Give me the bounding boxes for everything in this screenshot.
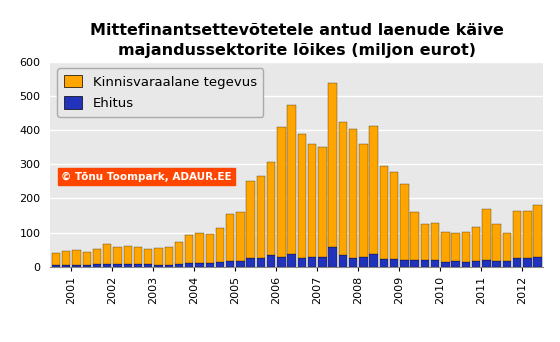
Bar [441, 232, 450, 262]
Bar [523, 211, 531, 258]
Bar [195, 233, 204, 263]
Bar [175, 264, 183, 267]
Bar [390, 172, 398, 259]
Bar [410, 212, 419, 260]
Bar [492, 261, 501, 267]
Bar [216, 262, 224, 267]
Legend: Kinnisvaraalane tegevus, Ehitus: Kinnisvaraalane tegevus, Ehitus [57, 68, 263, 117]
Bar [134, 247, 142, 264]
Bar [165, 247, 173, 265]
Bar [308, 144, 316, 257]
Bar [52, 265, 60, 267]
Bar [287, 105, 296, 254]
Bar [206, 234, 214, 263]
Bar [503, 261, 511, 267]
Bar [103, 264, 111, 267]
Bar [400, 260, 409, 267]
Bar [175, 242, 183, 264]
Bar [236, 261, 245, 267]
Bar [277, 256, 286, 267]
Bar [298, 258, 306, 267]
Bar [329, 83, 337, 247]
Bar [533, 205, 542, 256]
Bar [380, 166, 388, 259]
Bar [216, 228, 224, 262]
Bar [461, 232, 470, 262]
Bar [256, 176, 265, 258]
Bar [144, 249, 152, 264]
Bar [267, 255, 276, 267]
Bar [339, 122, 347, 255]
Bar [461, 262, 470, 267]
Bar [359, 257, 367, 267]
Bar [226, 261, 235, 267]
Bar [513, 211, 521, 258]
Bar [155, 265, 163, 267]
Bar [349, 258, 357, 267]
Bar [298, 134, 306, 258]
Bar [472, 227, 480, 261]
Bar [533, 256, 542, 267]
Bar [103, 244, 111, 264]
Bar [318, 147, 326, 256]
Bar [503, 233, 511, 261]
Bar [349, 129, 357, 258]
Bar [144, 264, 152, 267]
Bar [287, 254, 296, 267]
Bar [246, 181, 255, 258]
Bar [124, 246, 132, 264]
Bar [318, 256, 326, 267]
Bar [421, 224, 429, 260]
Bar [380, 259, 388, 267]
Bar [390, 259, 398, 267]
Bar [400, 184, 409, 260]
Bar [246, 258, 255, 267]
Bar [451, 261, 460, 267]
Bar [339, 255, 347, 267]
Bar [431, 223, 439, 260]
Bar [421, 260, 429, 267]
Bar [206, 263, 214, 267]
Bar [370, 126, 378, 254]
Bar [513, 258, 521, 267]
Bar [451, 233, 460, 261]
Bar [93, 249, 101, 264]
Bar [165, 265, 173, 267]
Bar [82, 265, 91, 267]
Bar [523, 258, 531, 267]
Bar [277, 127, 286, 256]
Bar [431, 260, 439, 267]
Bar [72, 265, 81, 267]
Bar [308, 257, 316, 267]
Bar [359, 144, 367, 257]
Bar [185, 263, 193, 267]
Bar [185, 235, 193, 263]
Bar [124, 264, 132, 267]
Bar [329, 247, 337, 267]
Bar [236, 212, 245, 261]
Bar [482, 260, 491, 267]
Bar [82, 252, 91, 265]
Text: © Tõnu Toompark, ADAUR.EE: © Tõnu Toompark, ADAUR.EE [61, 171, 232, 182]
Bar [472, 261, 480, 267]
Bar [226, 214, 235, 261]
Bar [441, 262, 450, 267]
Bar [93, 264, 101, 267]
Bar [113, 264, 122, 267]
Bar [52, 253, 60, 265]
Bar [62, 251, 71, 265]
Bar [155, 248, 163, 265]
Bar [62, 265, 71, 267]
Bar [256, 258, 265, 267]
Bar [113, 247, 122, 264]
Bar [370, 254, 378, 267]
Bar [134, 264, 142, 267]
Bar [492, 224, 501, 261]
Bar [410, 260, 419, 267]
Bar [267, 162, 276, 255]
Bar [195, 263, 204, 267]
Title: Mittefinantsettevõtetele antud laenude käive
majandussektorite lõikes (miljon eu: Mittefinantsettevõtetele antud laenude k… [90, 23, 504, 57]
Bar [72, 250, 81, 265]
Bar [482, 209, 491, 260]
